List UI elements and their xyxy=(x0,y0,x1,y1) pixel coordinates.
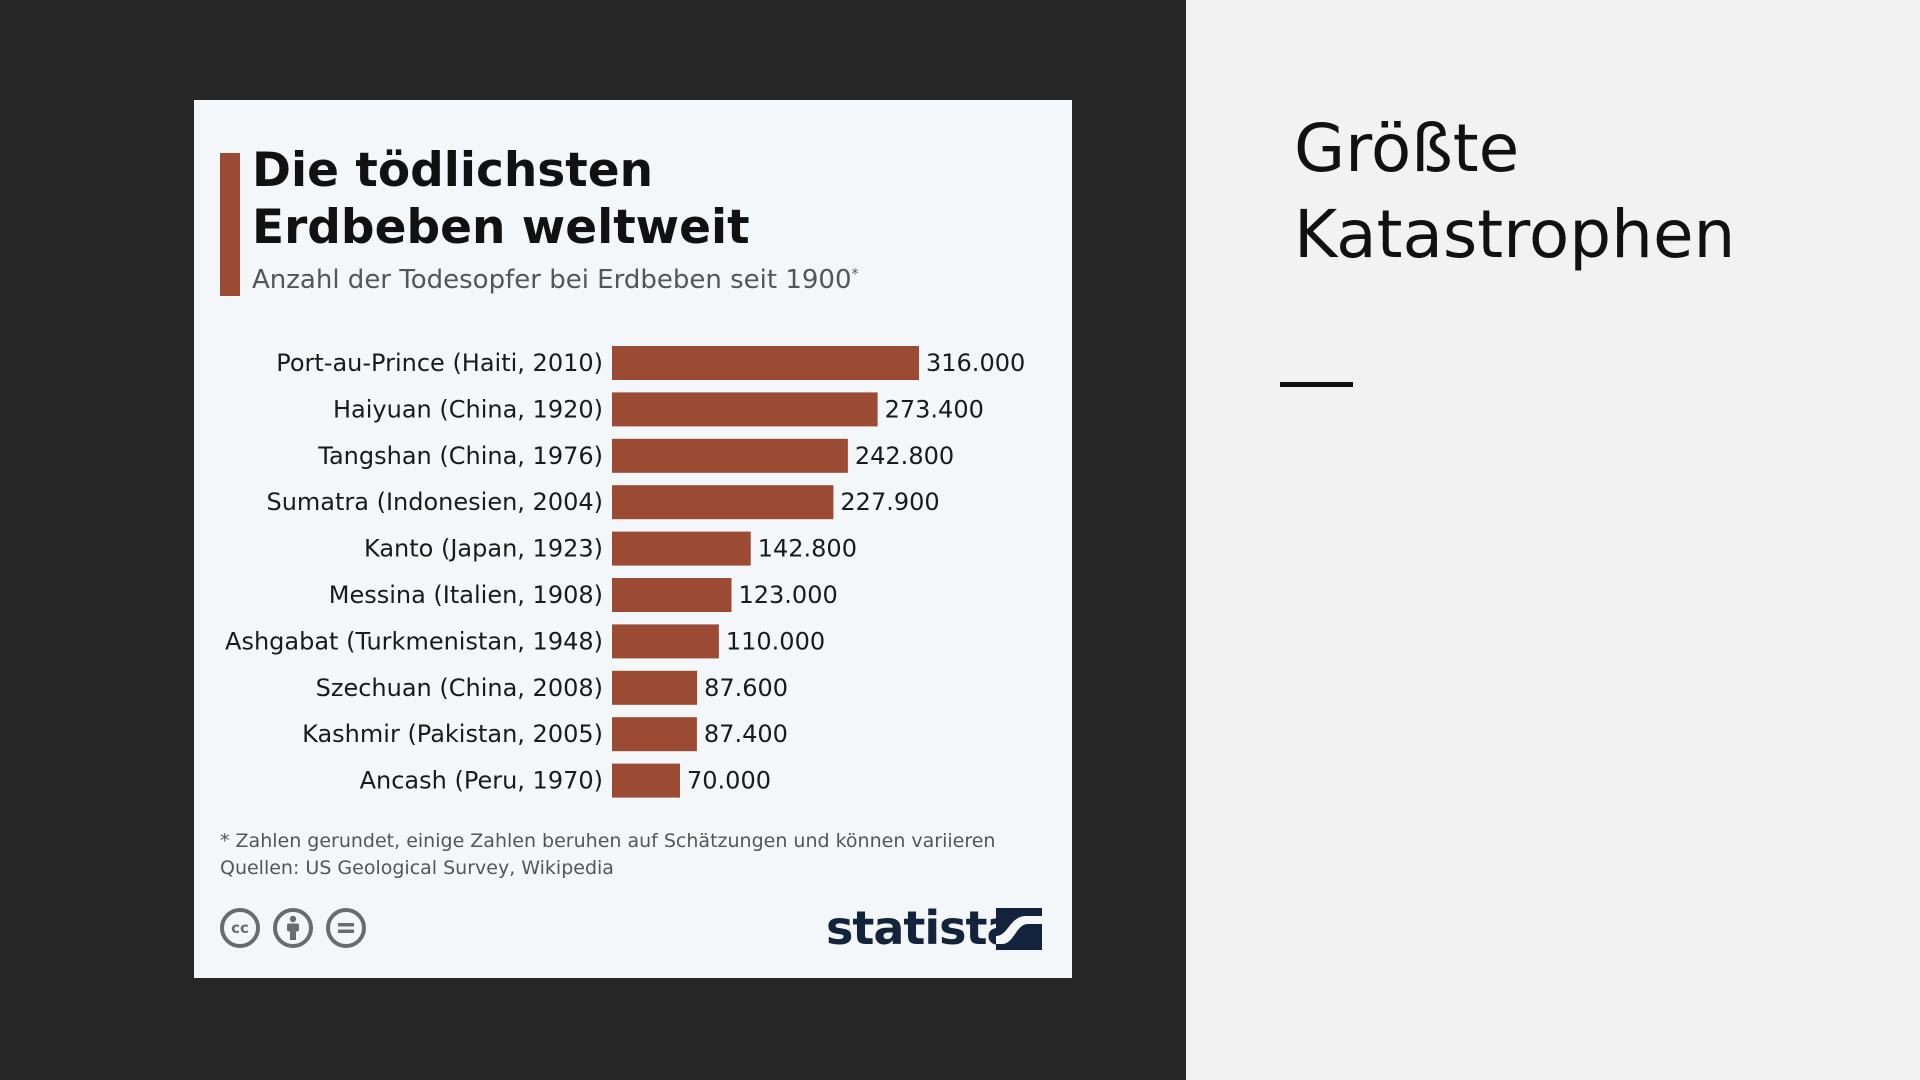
right-panel xyxy=(1186,0,1920,1080)
footnote-text: * Zahlen gerundet, einige Zahlen beruhen… xyxy=(220,830,996,852)
bar xyxy=(612,670,698,705)
category-label: Ashgabat (Turkmenistan, 1948) xyxy=(225,627,603,655)
chart-subtitle: Anzahl der Todesopfer bei Erdbeben seit … xyxy=(252,265,1032,295)
chart-subtitle-mark: * xyxy=(851,266,859,283)
bar xyxy=(612,438,848,473)
infographic-card: Die tödlichsten Erdbeben weltweit Anzahl… xyxy=(194,100,1072,978)
bar xyxy=(612,531,751,566)
footnote: * Zahlen gerundet, einige Zahlen beruhen… xyxy=(220,828,1060,882)
chart-title-line-1: Die tödlichsten xyxy=(252,143,654,198)
statista-mark-icon xyxy=(996,908,1042,950)
chart-subtitle-text: Anzahl der Todesopfer bei Erdbeben seit … xyxy=(252,265,852,295)
bar xyxy=(612,763,681,798)
category-label: Haiyuan (China, 1920) xyxy=(333,395,603,423)
category-label: Szechuan (China, 2008) xyxy=(316,674,603,702)
chart-title: Die tödlichsten Erdbeben weltweit xyxy=(252,142,1032,256)
value-label: 70.000 xyxy=(687,767,771,795)
slide-title-line-1: Größte xyxy=(1294,110,1520,187)
title-accent-bar xyxy=(220,153,240,296)
slide-title-line-2: Katastrophen xyxy=(1294,196,1736,273)
no-derivatives-icon xyxy=(326,908,366,948)
category-label: Port-au-Prince (Haiti, 2010) xyxy=(276,349,603,377)
category-label: Kanto (Japan, 1923) xyxy=(364,535,603,563)
bar xyxy=(612,624,719,659)
value-label: 273.400 xyxy=(885,395,984,423)
value-label: 87.400 xyxy=(704,720,788,748)
bar xyxy=(612,392,878,427)
category-label: Sumatra (Indonesien, 2004) xyxy=(266,488,603,516)
category-label: Ancash (Peru, 1970) xyxy=(360,767,603,795)
category-label: Messina (Italien, 1908) xyxy=(329,581,603,609)
statista-logo: statista xyxy=(826,900,1048,956)
value-label: 87.600 xyxy=(704,674,788,702)
value-label: 316.000 xyxy=(926,349,1025,377)
brand-wordmark: statista xyxy=(826,901,1018,955)
cc-icon-label: cc xyxy=(231,919,249,937)
category-label: Tangshan (China, 1976) xyxy=(317,442,603,470)
bar xyxy=(612,717,697,752)
bar-group: Port-au-Prince (Haiti, 2010) 316.000 Haiyu… xyxy=(225,346,1025,798)
value-label: 227.900 xyxy=(840,488,939,516)
value-label: 123.000 xyxy=(738,581,837,609)
value-label: 242.800 xyxy=(855,442,954,470)
bar xyxy=(612,346,919,380)
value-label: 142.800 xyxy=(758,535,857,563)
bar-chart: Port-au-Prince (Haiti, 2010) 316.000 Haiyu… xyxy=(225,346,1025,798)
category-label: Kashmir (Pakistan, 2005) xyxy=(302,720,603,748)
cc-icon: cc xyxy=(220,908,260,948)
sources-text: Quellen: US Geological Survey, Wikipedia xyxy=(220,857,614,879)
title-underline-rule xyxy=(1280,382,1353,387)
bar xyxy=(612,578,732,612)
chart-title-line-2: Erdbeben weltweit xyxy=(252,200,750,255)
value-label: 110.000 xyxy=(726,627,825,655)
bar xyxy=(612,485,834,520)
slide-title: Größte Katastrophen xyxy=(1294,106,1894,278)
attribution-icon xyxy=(273,908,313,948)
